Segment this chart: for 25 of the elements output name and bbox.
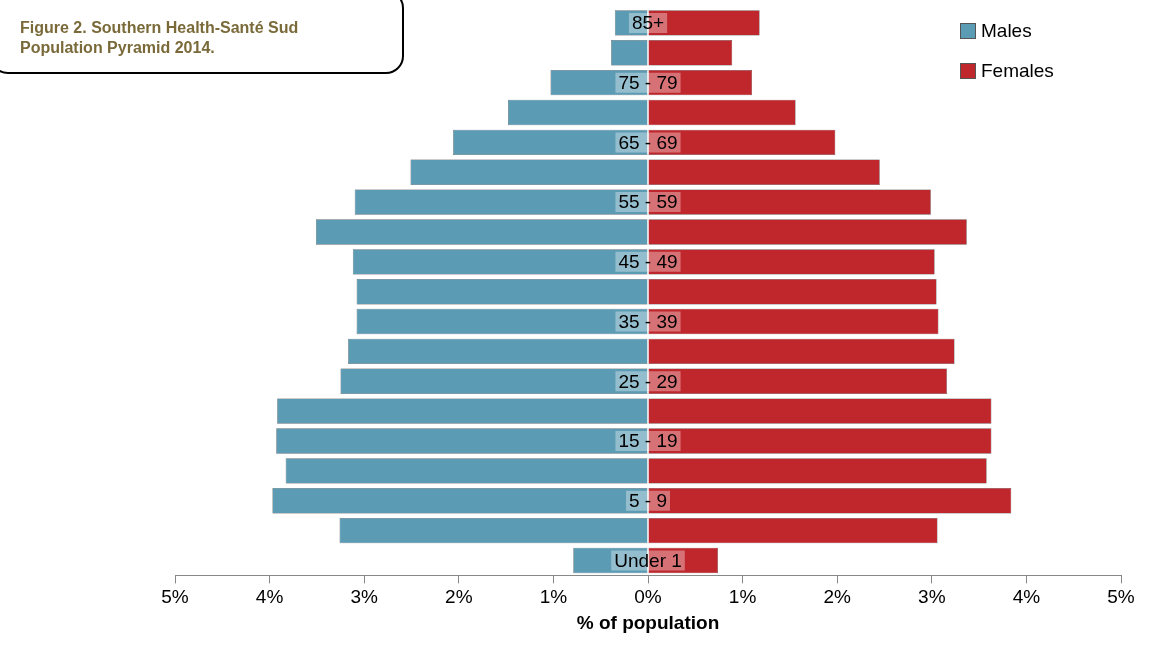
x-tick-label: 3% <box>350 586 379 608</box>
y-tick-label: 55 - 59 <box>618 191 678 213</box>
y-tick-label: 75 - 79 <box>618 71 678 93</box>
y-tick-label: 15 - 19 <box>618 430 678 452</box>
legend-label: Males <box>981 20 1032 42</box>
text: Figure 2. Southern Health-Santé Sud Population Pyramid 2014. <box>20 18 300 58</box>
x-tick-label: 3% <box>918 586 946 608</box>
x-axis-title: % of population <box>576 611 720 633</box>
x-tick-label: 5% <box>161 586 189 608</box>
y-tick-label: 35 - 39 <box>618 310 678 332</box>
legend-label: Females <box>981 60 1054 82</box>
x-tick-label: 0% <box>634 586 662 608</box>
x-tick-label: 2% <box>445 586 473 608</box>
y-tick-label: 85+ <box>631 12 665 34</box>
x-tick-label: 1% <box>539 586 568 608</box>
x-tick-label: 4% <box>1012 586 1041 608</box>
x-tick-label: 2% <box>823 586 852 608</box>
y-tick-label: 65 - 69 <box>618 131 678 153</box>
y-tick-label: 45 - 49 <box>618 251 678 273</box>
y-tick-label: Under 1 <box>614 549 682 571</box>
y-tick-label: 25 - 29 <box>618 370 678 392</box>
y-tick-label: 5 - 9 <box>628 489 668 511</box>
x-tick-label: 1% <box>728 586 757 608</box>
x-tick-label: 4% <box>255 586 284 608</box>
x-tick-label: 5% <box>1107 586 1135 608</box>
